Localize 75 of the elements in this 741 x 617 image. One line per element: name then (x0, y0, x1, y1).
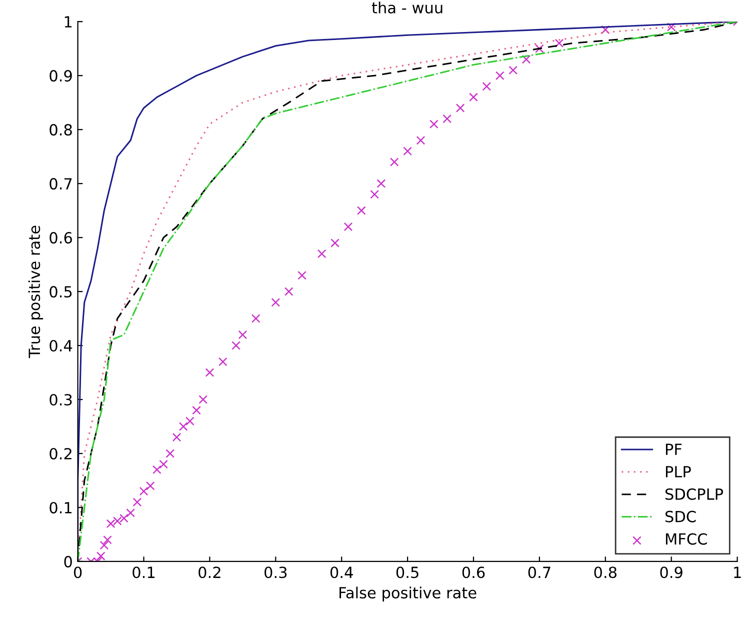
point (495, 71, 504, 80)
point (146, 481, 155, 490)
point (390, 158, 399, 166)
x-tick-label: 0.2 (198, 566, 220, 578)
point (482, 82, 492, 91)
point (96, 552, 106, 560)
point (238, 330, 248, 340)
point (330, 238, 340, 248)
line-series (78, 22, 738, 562)
x-tick-label: 0.4 (330, 566, 353, 578)
x-tick-label: 0.3 (264, 566, 287, 578)
point (469, 92, 478, 102)
x-tick-label: 0.8 (594, 566, 616, 578)
point (251, 314, 260, 323)
y-tick-label: 0.8 (50, 124, 72, 136)
y-tick-label: 0.6 (50, 232, 72, 244)
y-tick-label: 0.9 (50, 70, 72, 82)
x-tick-label: 0.9 (660, 566, 682, 578)
y-axis-title: True positive rate (28, 226, 44, 358)
x-tick-label: 0.6 (462, 566, 485, 578)
point (535, 44, 544, 54)
point (284, 287, 294, 296)
point (172, 432, 182, 442)
point (132, 498, 142, 507)
point (522, 54, 531, 64)
x-tick-label: 0 (74, 566, 82, 578)
y-tick-label: 0.4 (50, 340, 72, 352)
y-tick-label: 0.3 (50, 394, 72, 406)
legend-label: PF (666, 444, 682, 455)
point (430, 120, 438, 129)
point (166, 449, 175, 458)
point (185, 416, 194, 426)
point (205, 368, 214, 377)
point (317, 249, 326, 258)
y-tick-label: 0.2 (50, 448, 72, 460)
legend-label: SDC (665, 510, 696, 522)
y-tick-label: 0 (64, 556, 72, 568)
point (139, 486, 148, 496)
point (192, 406, 201, 415)
point (126, 508, 135, 518)
legend-label: SDCPLP (665, 488, 724, 500)
y-tick-label: 0.7 (50, 178, 72, 190)
point (403, 146, 412, 156)
point (232, 341, 241, 350)
legend-label: PLP (666, 466, 691, 478)
y-tick-label: 1 (64, 16, 72, 28)
x-tick-label: 0.1 (132, 566, 154, 578)
point (554, 38, 564, 48)
point (344, 222, 353, 232)
x-tick-label: 0.7 (528, 566, 550, 578)
point (600, 25, 610, 34)
point (103, 535, 112, 544)
point (159, 460, 168, 469)
x-tick-label: 1 (734, 566, 741, 578)
x-axis-title: False positive rate (340, 586, 476, 602)
point (416, 136, 426, 145)
chart-title: tha - wuu (372, 2, 442, 14)
x-tick-label: 0.5 (396, 566, 418, 578)
point (178, 422, 188, 431)
point (298, 270, 306, 280)
point (442, 114, 452, 124)
legend-label: MFCC (666, 533, 707, 545)
point (152, 465, 162, 474)
point (666, 22, 676, 32)
point (508, 66, 518, 75)
point (356, 206, 366, 215)
point (370, 190, 380, 199)
point (271, 298, 280, 307)
point (376, 179, 386, 188)
y-tick-label: 0.5 (50, 286, 72, 298)
point (218, 357, 228, 366)
point (198, 395, 208, 404)
point (456, 104, 465, 112)
y-tick-label: 0.1 (50, 502, 72, 514)
point (100, 540, 109, 550)
